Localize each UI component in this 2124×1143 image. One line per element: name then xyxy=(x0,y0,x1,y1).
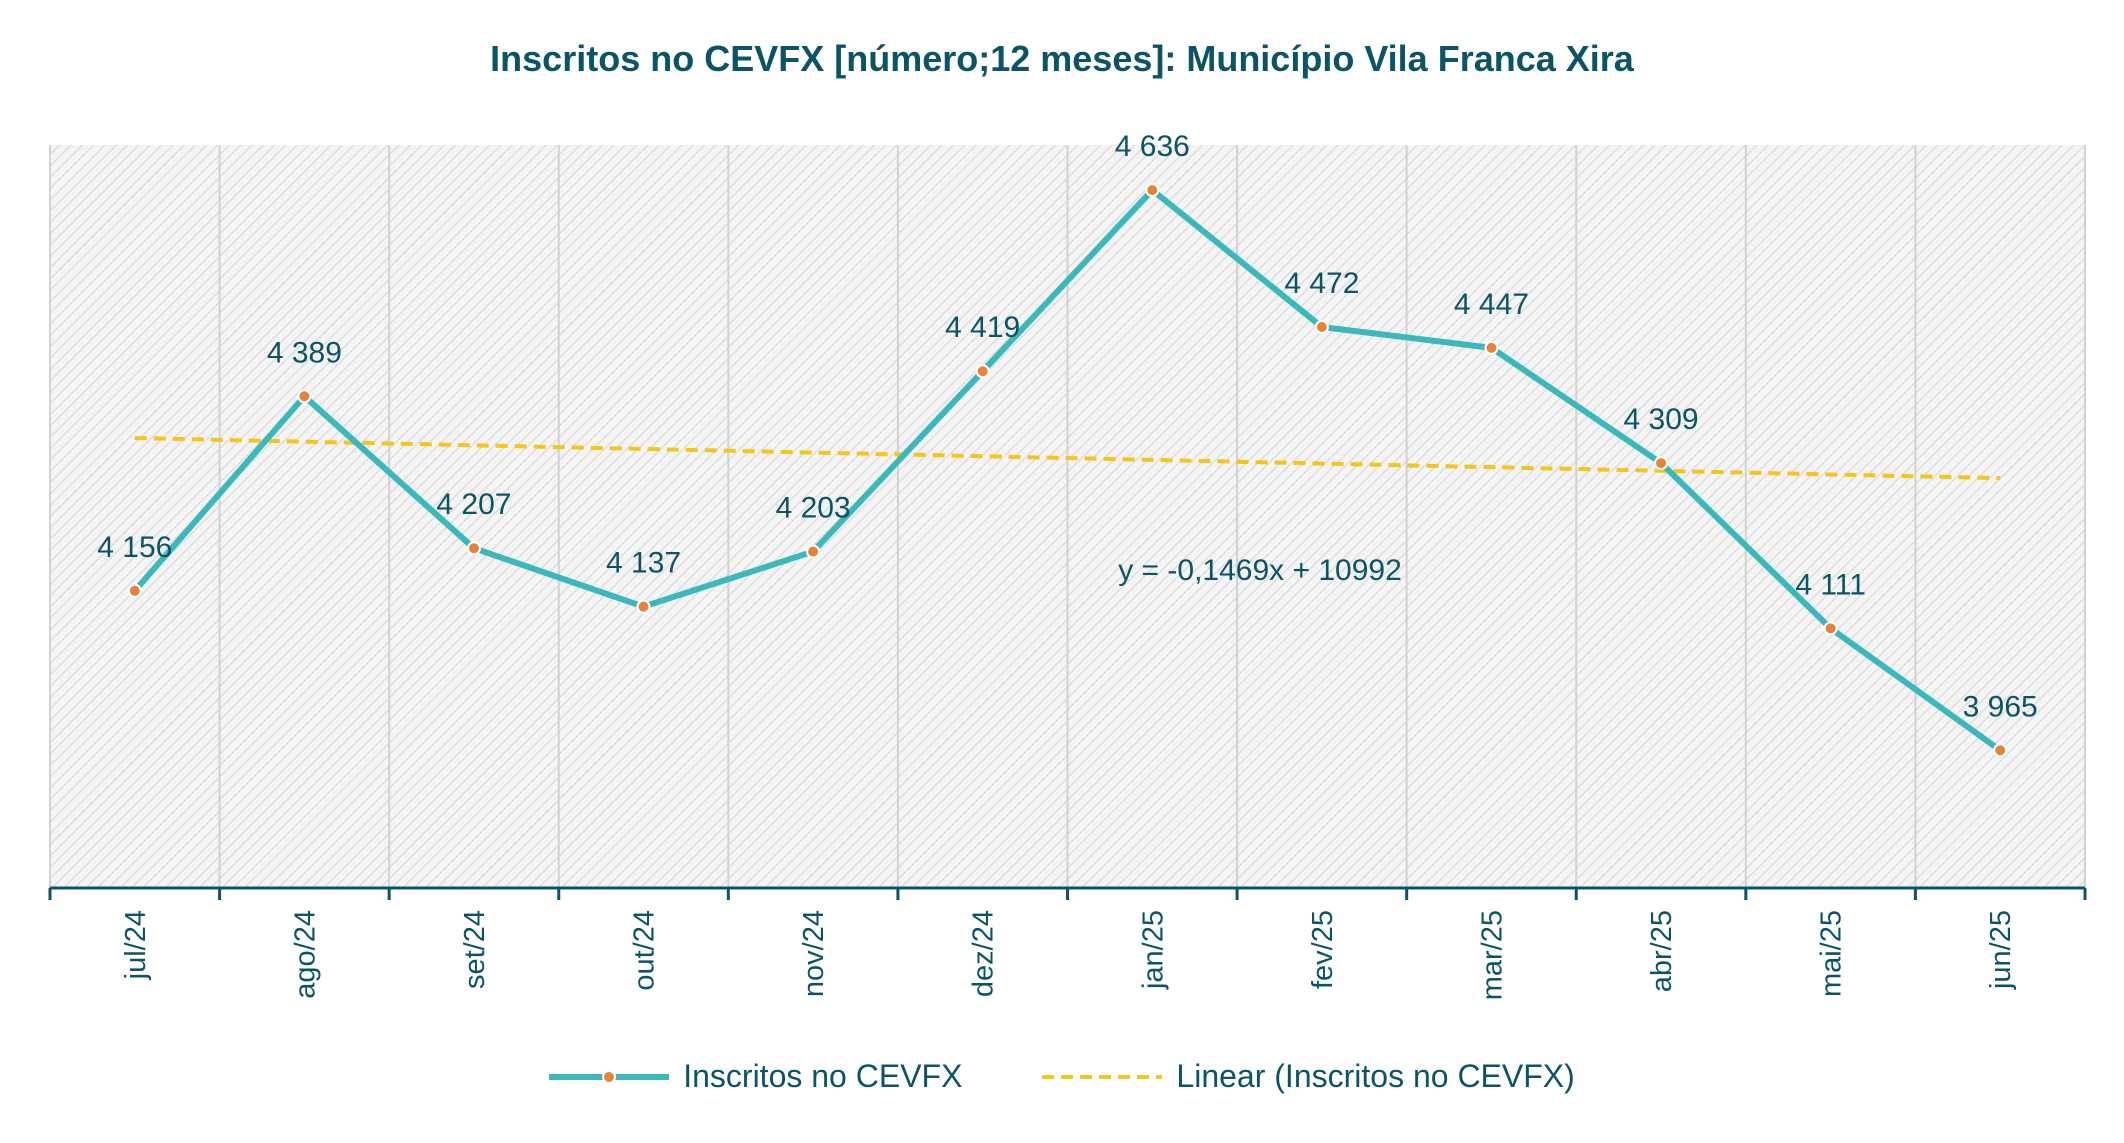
data-label: 4 137 xyxy=(606,547,681,580)
trendline-equation: y = -0,1469x + 10992 xyxy=(1118,554,1402,587)
x-tick-label: jun/25 xyxy=(1985,910,2017,990)
x-tick-label: nov/24 xyxy=(798,910,830,997)
legend-series-label: Inscritos no CEVFX xyxy=(683,1058,963,1094)
data-label: 4 111 xyxy=(1795,568,1866,601)
data-point[interactable] xyxy=(466,541,481,556)
data-point[interactable] xyxy=(1145,183,1160,198)
data-label: 4 203 xyxy=(776,492,851,525)
legend-item-trendline[interactable]: Linear (Inscritos no CEVFX) xyxy=(1042,1058,1575,1095)
legend: Inscritos no CEVFX Linear (Inscritos no … xyxy=(0,1058,2124,1095)
data-point[interactable] xyxy=(1654,456,1669,471)
x-tick-label: out/24 xyxy=(629,910,661,991)
x-tick-label: jul/24 xyxy=(120,910,152,980)
x-tick-label: fev/25 xyxy=(1307,910,1339,989)
data-point[interactable] xyxy=(1993,743,2008,758)
x-tick-label: mai/25 xyxy=(1816,910,1848,997)
data-point[interactable] xyxy=(297,389,312,404)
data-point[interactable] xyxy=(636,599,651,614)
data-point[interactable] xyxy=(806,544,821,559)
x-tick-label: jan/25 xyxy=(1137,910,1169,990)
data-label: 4 447 xyxy=(1454,288,1529,321)
x-tick-label: mar/25 xyxy=(1476,910,1508,1000)
data-point[interactable] xyxy=(1484,340,1499,355)
data-label: 4 156 xyxy=(97,531,172,564)
legend-trendline-label: Linear (Inscritos no CEVFX) xyxy=(1176,1058,1575,1094)
legend-trendline-swatch xyxy=(1042,1074,1163,1079)
data-label: 4 636 xyxy=(1115,130,1190,163)
data-point[interactable] xyxy=(975,364,990,379)
series-line xyxy=(132,187,2002,753)
chart-title: Inscritos no CEVFX [número;12 meses]: Mu… xyxy=(490,38,1634,79)
data-label: 4 309 xyxy=(1624,403,1699,436)
data-point[interactable] xyxy=(127,583,142,598)
data-label: 3 965 xyxy=(1963,690,2038,723)
x-tick-label: dez/24 xyxy=(968,910,1000,997)
x-tick-label: ago/24 xyxy=(289,910,321,999)
data-label: 4 419 xyxy=(945,311,1020,344)
data-label: 4 472 xyxy=(1284,267,1359,300)
x-tick-label: set/24 xyxy=(459,910,491,989)
trendline xyxy=(134,436,2001,481)
legend-series-swatch xyxy=(549,1069,670,1084)
x-tick-label: abr/25 xyxy=(1646,910,1678,992)
data-label: 4 207 xyxy=(436,488,511,521)
data-label: 4 389 xyxy=(267,336,342,369)
legend-item-series[interactable]: Inscritos no CEVFX xyxy=(549,1058,962,1095)
data-point[interactable] xyxy=(1314,319,1329,334)
data-point[interactable] xyxy=(1823,621,1838,636)
